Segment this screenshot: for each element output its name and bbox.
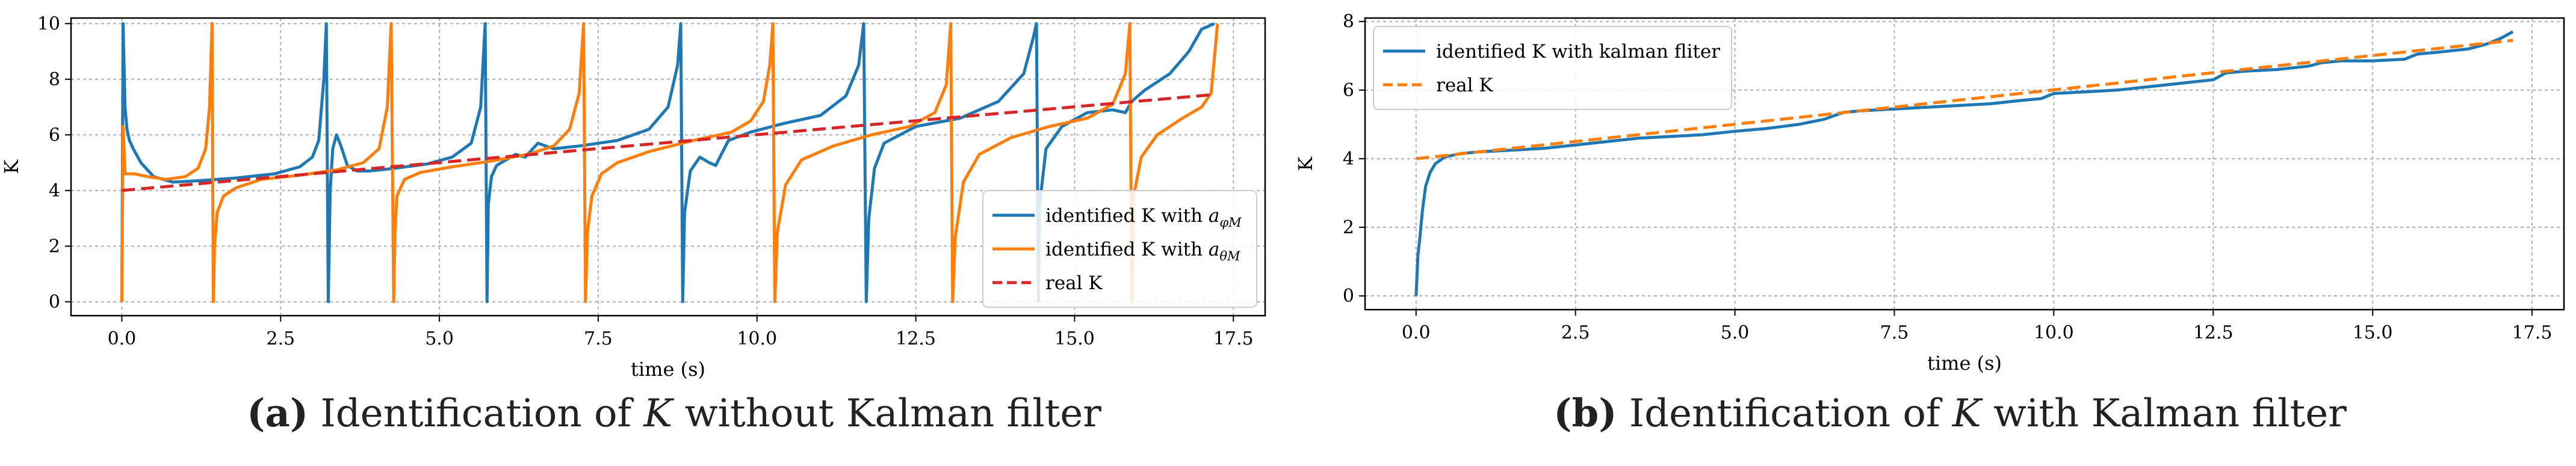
y-tick-label: 6 [1343,80,1354,101]
x-tick-label: 15.0 [2353,322,2393,343]
x-tick-label: 17.5 [2512,322,2553,343]
legend-math: a [1209,239,1219,260]
x-tick-label: 12.5 [896,328,936,349]
chart-a-k-without-kalman: 0.0 2.5 5.0 7.5 10.0 12.5 15.0 17.5 0 2 4 6 8 10 time … [0,13,1266,381]
caption-a: (a) Identification of K without Kalman f… [84,391,1264,451]
x-axis-label: time (s) [631,358,705,381]
legend-text: identified K with [1045,239,1209,260]
legend-math: a [1209,205,1219,227]
x-tick-label: 10.0 [2034,322,2074,343]
x-tick-label: 2.5 [266,328,295,349]
caption-b-label: (b) [1553,391,1617,436]
y-tick-label: 4 [1343,149,1354,170]
series-line-3 [122,93,1215,192]
legend-box [1373,26,1732,110]
y-axis-label: K [1294,156,1317,171]
x-tick-label: 2.5 [1561,322,1590,343]
x-tick-label: 7.5 [584,328,613,349]
legend-label-1: identified K with kalman fliter [1436,41,1720,63]
legend: identified K with kalman fliter real K [1373,26,1732,110]
caption-a-label: (a) [247,391,309,436]
legend-text: real K [1436,75,1493,96]
legend-text: identified K with [1045,205,1209,227]
caption-b: (b) Identification of K with Kalman filt… [1360,391,2540,451]
x-tick-label: 0.0 [108,328,137,349]
x-tick-label: 5.0 [1721,322,1750,343]
legend-label-1: identified K with aφM [1045,205,1242,230]
caption-a-var: K [643,391,673,436]
legend-label-2: identified K with aθM [1045,239,1240,263]
legend-box [982,190,1257,308]
legend-label-2: real K [1436,75,1493,96]
y-tick-label: 0 [1343,286,1354,307]
chart-b-k-with-kalman: 0.0 2.5 5.0 7.5 10.0 12.5 15.0 17.5 0 2 4 6 8 time (s… [1294,11,2565,375]
plot-frame [70,17,1266,317]
x-tick-label: 17.5 [1213,328,1254,349]
y-tick-label: 6 [49,124,60,146]
caption-b-prefix: Identification of [1629,391,1952,436]
legend-text: identified K with kalman fliter [1436,41,1720,63]
x-tick-label: 15.0 [1054,328,1095,349]
y-tick-label: 4 [49,180,60,201]
legend-subscript: φM [1219,215,1242,230]
x-axis-label: time (s) [1927,352,2002,375]
x-tick-label: 12.5 [2193,322,2234,343]
caption-a-prefix: Identification of [320,391,644,436]
x-tick-label: 7.5 [1880,322,1909,343]
x-tick-label: 10.0 [737,328,777,349]
figure-canvas: 0.0 2.5 5.0 7.5 10.0 12.5 15.0 17.5 0 2 4 6 8 10 time … [0,11,2565,381]
series-line-1 [120,22,1215,304]
y-tick-label: 2 [49,236,60,257]
y-tick-label: 8 [1343,11,1354,32]
caption-b-var: K [1952,391,1981,436]
y-tick-label: 8 [49,69,60,90]
x-tick-label: 5.0 [425,328,454,349]
x-tick-label: 0.0 [1402,322,1431,343]
legend-label-3: real K [1045,272,1103,294]
caption-a-suffix: without Kalman filter [672,391,1101,436]
y-tick-label: 10 [37,13,60,34]
y-tick-label: 0 [49,292,60,313]
series-line-2 [1416,38,2513,161]
legend-subscript: θM [1219,249,1240,263]
legend-text: real K [1045,272,1103,294]
caption-b-suffix: with Kalman filter [1981,391,2347,436]
y-tick-label: 2 [1343,217,1354,238]
plot-frame [1364,17,2565,311]
series-line-2 [120,22,1219,304]
y-axis-label: K [0,159,23,174]
